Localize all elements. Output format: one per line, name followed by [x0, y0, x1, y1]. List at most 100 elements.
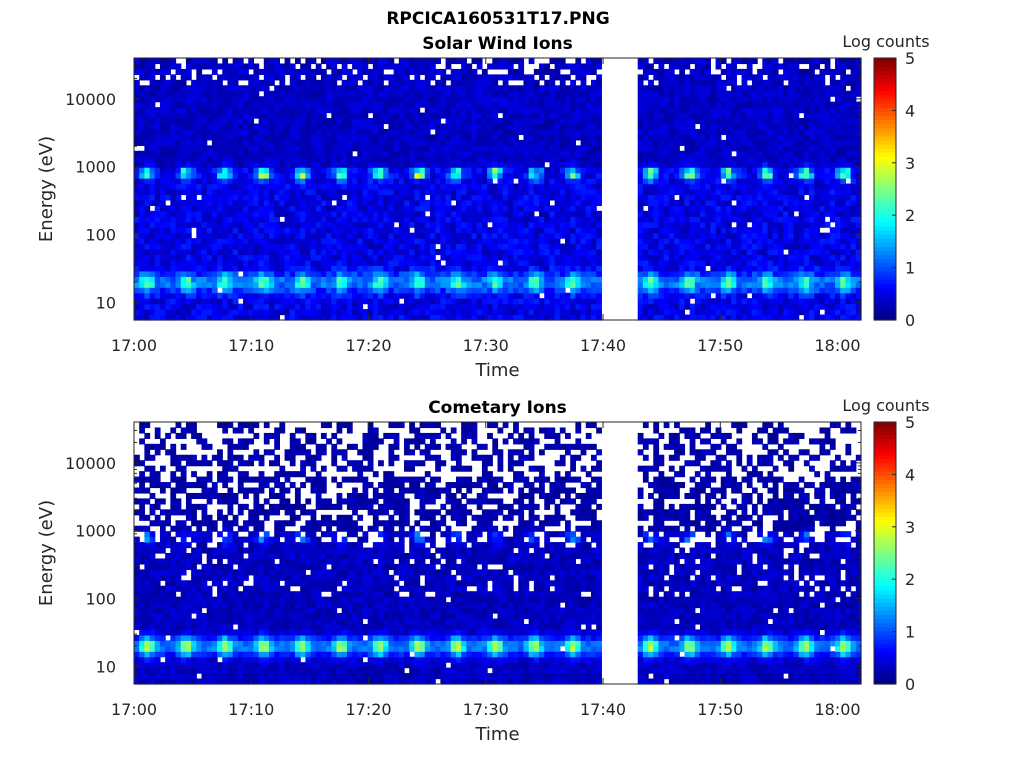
heatmap-cell — [528, 194, 535, 201]
heatmap-cell — [492, 199, 499, 206]
heatmap-cell — [668, 96, 675, 103]
heatmap-cell — [191, 63, 197, 70]
heatmap-cell — [450, 292, 457, 299]
heatmap-cell — [388, 90, 395, 97]
heatmap-cell — [725, 199, 732, 206]
heatmap-cell — [263, 309, 270, 316]
heatmap-cell — [398, 74, 405, 81]
heatmap-cell — [289, 172, 296, 179]
heatmap-cell — [362, 68, 369, 75]
heatmap-cell — [159, 221, 166, 228]
heatmap-cell — [357, 145, 364, 152]
heatmap-cell — [284, 128, 291, 136]
heatmap-cell — [269, 254, 275, 261]
heatmap-cell — [720, 139, 727, 146]
heatmap-cell — [648, 259, 654, 267]
heatmap-cell — [575, 150, 582, 157]
heatmap-cell — [149, 238, 156, 245]
heatmap-cell — [196, 161, 203, 168]
heatmap-cell — [352, 85, 358, 92]
heatmap-cell — [481, 243, 488, 250]
heatmap-cell — [331, 58, 338, 65]
heatmap-cell — [580, 118, 587, 125]
heatmap-cell — [461, 172, 467, 179]
heatmap-cell — [518, 259, 525, 267]
heatmap-cell — [201, 205, 208, 212]
heatmap-cell — [258, 172, 265, 179]
heatmap-cell — [315, 227, 322, 234]
heatmap-cell — [206, 298, 213, 305]
heatmap-cell — [222, 123, 229, 130]
heatmap-cell — [284, 199, 291, 206]
heatmap-cell — [404, 172, 410, 179]
heatmap-cell — [139, 265, 145, 272]
heatmap-cell — [544, 134, 551, 141]
heatmap-cell — [414, 265, 421, 272]
heatmap-cell — [398, 145, 405, 152]
heatmap-cell — [487, 112, 493, 119]
heatmap-cell — [388, 150, 395, 157]
heatmap-cell — [554, 281, 561, 288]
heatmap-cell — [388, 58, 395, 65]
heatmap-cell — [315, 199, 322, 206]
heatmap-cell — [362, 139, 369, 146]
heatmap-cell — [565, 150, 571, 157]
heatmap-cell — [248, 287, 255, 294]
heatmap-cell — [258, 101, 265, 108]
heatmap-cell — [502, 270, 509, 277]
heatmap-cell — [315, 194, 322, 201]
heatmap-cell — [269, 68, 275, 75]
heatmap-cell — [523, 96, 530, 103]
heatmap-cell — [165, 172, 171, 179]
heatmap-cell — [378, 128, 384, 136]
heatmap-cell — [694, 194, 701, 201]
heatmap-cell — [658, 298, 665, 305]
heatmap-cell — [715, 221, 722, 228]
heatmap-cell — [211, 254, 218, 261]
heatmap-cell — [497, 210, 504, 217]
heatmap-cell — [471, 128, 478, 136]
heatmap-cell — [694, 118, 701, 125]
heatmap-cell — [554, 292, 561, 299]
heatmap-cell — [663, 85, 670, 92]
heatmap-cell — [253, 210, 260, 217]
heatmap-cell — [590, 189, 597, 196]
heatmap-cell — [352, 270, 358, 277]
heatmap-cell — [331, 167, 338, 174]
heatmap-cell — [455, 85, 462, 92]
heatmap-cell — [658, 172, 665, 179]
heatmap-cell — [565, 205, 571, 212]
heatmap-cell — [320, 259, 327, 267]
heatmap-cell — [674, 243, 680, 250]
heatmap-cell — [274, 101, 280, 108]
heatmap-cell — [336, 265, 343, 272]
heatmap-cell — [637, 303, 644, 310]
heatmap-cell — [331, 90, 338, 97]
heatmap-cell — [393, 172, 400, 179]
heatmap-cell — [481, 254, 488, 261]
heatmap-cell — [144, 107, 151, 114]
heatmap-cell — [196, 309, 203, 316]
heatmap-cell — [684, 161, 691, 168]
heatmap-cell — [648, 298, 654, 305]
heatmap-cell — [575, 216, 582, 223]
heatmap-cell — [185, 96, 192, 103]
heatmap-cell — [320, 74, 327, 81]
heatmap-cell — [539, 112, 545, 119]
heatmap-cell — [201, 134, 208, 141]
heatmap-cell — [637, 178, 644, 185]
heatmap-cell — [289, 68, 296, 75]
heatmap-cell — [663, 145, 670, 152]
heatmap-cell — [476, 298, 483, 305]
heatmap-cell — [217, 216, 223, 223]
heatmap-cell — [471, 265, 478, 272]
heatmap-cell — [544, 232, 551, 239]
heatmap-cell — [637, 128, 644, 136]
heatmap-cell — [476, 128, 483, 136]
heatmap-cell — [637, 227, 644, 234]
heatmap-cell — [559, 265, 566, 272]
heatmap-cell — [341, 139, 348, 146]
heatmap-cell — [700, 128, 706, 136]
heatmap-cell — [658, 167, 665, 174]
heatmap-cell — [725, 145, 732, 152]
